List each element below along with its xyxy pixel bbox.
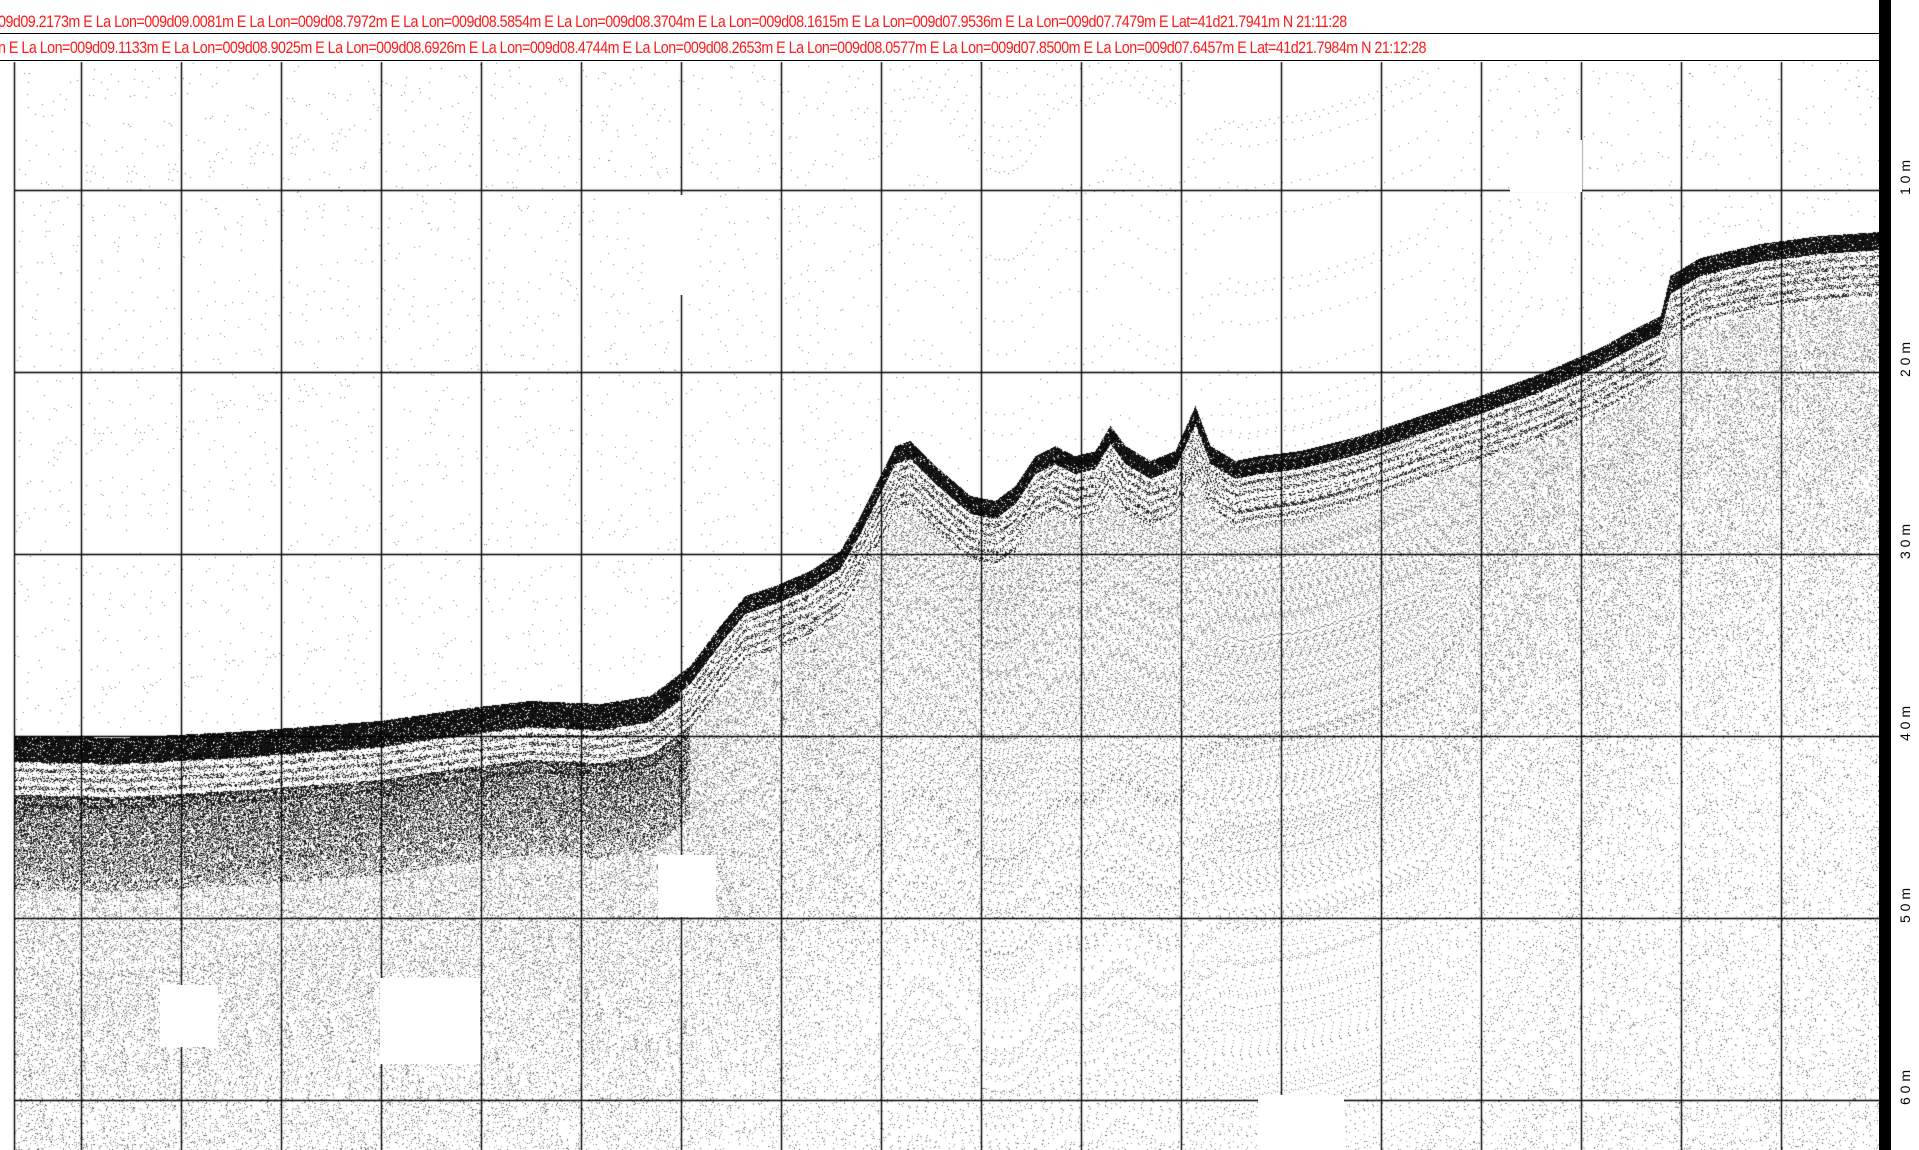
position-tag-line-1: 09d09.2173m E La Lon=009d09.0081m E La L… — [0, 12, 1347, 31]
depth-label-10: 1 0 m — [1897, 160, 1913, 196]
depth-scale-strip: 1 0 m 2 0 m 3 0 m 4 0 m 5 0 m 6 0 m — [1879, 0, 1919, 1150]
blank-patch — [380, 978, 480, 1064]
blank-patch — [1510, 140, 1582, 192]
depth-label-50: 5 0 m — [1897, 888, 1913, 924]
depth-label-60: 6 0 m — [1897, 1070, 1913, 1106]
blank-patch — [1258, 1095, 1344, 1150]
blank-patch — [655, 195, 695, 295]
depth-label-30: 3 0 m — [1897, 524, 1913, 560]
depth-label-40: 4 0 m — [1897, 706, 1913, 742]
depth-label-20: 2 0 m — [1897, 342, 1913, 378]
blank-patch — [658, 855, 716, 917]
header-band — [0, 0, 1880, 62]
top-border — [0, 0, 1919, 9]
tag-line-1-underline — [0, 33, 1880, 34]
depth-scale-bar — [1879, 0, 1891, 1150]
tag-line-2-underline — [0, 60, 1880, 61]
blank-patch — [160, 985, 218, 1047]
position-tag-line-2: n E La Lon=009d09.1133m E La Lon=009d08.… — [0, 38, 1426, 57]
